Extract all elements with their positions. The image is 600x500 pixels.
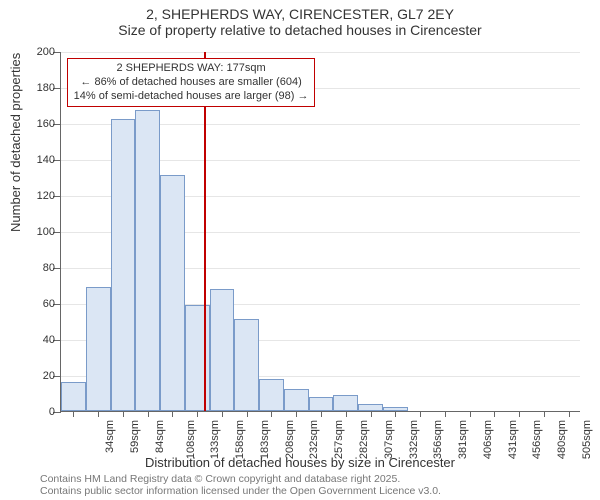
histogram-bar — [358, 404, 383, 411]
histogram-bar — [135, 110, 160, 411]
callout-line2: ← 86% of detached houses are smaller (60… — [74, 76, 309, 90]
x-tick — [371, 411, 372, 417]
y-tick-label: 180 — [37, 82, 61, 94]
callout-line1: 2 SHEPHERDS WAY: 177sqm — [74, 62, 309, 76]
y-tick-label: 160 — [37, 118, 61, 130]
x-tick — [445, 411, 446, 417]
x-tick — [148, 411, 149, 417]
x-tick — [346, 411, 347, 417]
x-tick — [420, 411, 421, 417]
y-tick-label: 100 — [37, 226, 61, 238]
x-tick — [73, 411, 74, 417]
x-tick — [197, 411, 198, 417]
x-tick — [98, 411, 99, 417]
y-tick-label: 20 — [43, 370, 61, 382]
x-tick-label: 406sqm — [482, 420, 494, 459]
histogram-bar — [111, 119, 136, 411]
histogram-bar — [333, 395, 358, 411]
x-tick — [544, 411, 545, 417]
footer-attribution: Contains HM Land Registry data © Crown c… — [40, 473, 441, 498]
x-tick — [271, 411, 272, 417]
chart-container: 2, SHEPHERDS WAY, CIRENCESTER, GL7 2EY S… — [0, 0, 600, 500]
histogram-bar — [210, 289, 235, 411]
x-tick-label: 356sqm — [432, 420, 444, 459]
x-tick-label: 257sqm — [333, 420, 345, 459]
histogram-bar — [309, 397, 334, 411]
x-tick-label: 431sqm — [507, 420, 519, 459]
histogram-bar — [61, 382, 86, 411]
y-tick-label: 200 — [37, 46, 61, 58]
x-tick — [519, 411, 520, 417]
y-tick-label: 60 — [43, 298, 61, 310]
plot-area: 02040608010012014016018020034sqm59sqm84s… — [60, 52, 580, 412]
x-tick — [123, 411, 124, 417]
histogram-bar — [86, 287, 111, 411]
x-tick — [222, 411, 223, 417]
x-tick-label: 282sqm — [358, 420, 370, 459]
x-tick — [172, 411, 173, 417]
x-tick-label: 108sqm — [185, 420, 197, 459]
footer-line1: Contains HM Land Registry data © Crown c… — [40, 473, 441, 486]
x-tick — [494, 411, 495, 417]
y-axis-label: Number of detached properties — [8, 53, 23, 232]
x-tick-label: 158sqm — [234, 420, 246, 459]
x-tick — [395, 411, 396, 417]
x-axis-label: Distribution of detached houses by size … — [0, 455, 600, 470]
x-tick-label: 232sqm — [309, 420, 321, 459]
title-line2: Size of property relative to detached ho… — [0, 22, 600, 38]
x-tick-label: 381sqm — [457, 420, 469, 459]
x-tick — [470, 411, 471, 417]
x-tick-label: 480sqm — [556, 420, 568, 459]
x-tick-label: 59sqm — [129, 420, 141, 453]
histogram-bar — [160, 175, 185, 411]
histogram-bar — [185, 305, 210, 411]
x-tick-label: 84sqm — [154, 420, 166, 453]
histogram-bar — [259, 379, 284, 411]
y-tick-label: 0 — [49, 406, 61, 418]
y-tick-label: 140 — [37, 154, 61, 166]
x-tick-label: 332sqm — [408, 420, 420, 459]
footer-line2: Contains public sector information licen… — [40, 485, 441, 498]
y-tick-label: 80 — [43, 262, 61, 274]
histogram-bar — [284, 389, 309, 411]
x-tick-label: 307sqm — [383, 420, 395, 459]
histogram-bar — [234, 319, 259, 411]
x-tick-label: 34sqm — [104, 420, 116, 453]
plot-inner: 02040608010012014016018020034sqm59sqm84s… — [60, 52, 580, 412]
y-tick-label: 120 — [37, 190, 61, 202]
x-tick-label: 183sqm — [259, 420, 271, 459]
x-tick — [321, 411, 322, 417]
gridline — [61, 52, 580, 53]
x-tick — [247, 411, 248, 417]
x-tick-label: 456sqm — [531, 420, 543, 459]
title-block: 2, SHEPHERDS WAY, CIRENCESTER, GL7 2EY S… — [0, 0, 600, 38]
title-line1: 2, SHEPHERDS WAY, CIRENCESTER, GL7 2EY — [0, 6, 600, 22]
x-tick — [569, 411, 570, 417]
callout-box: 2 SHEPHERDS WAY: 177sqm← 86% of detached… — [67, 58, 316, 107]
x-tick-label: 133sqm — [210, 420, 222, 459]
x-tick-label: 208sqm — [284, 420, 296, 459]
y-tick-label: 40 — [43, 334, 61, 346]
callout-line3: 14% of semi-detached houses are larger (… — [74, 90, 309, 104]
x-tick — [296, 411, 297, 417]
x-tick-label: 505sqm — [581, 420, 593, 459]
